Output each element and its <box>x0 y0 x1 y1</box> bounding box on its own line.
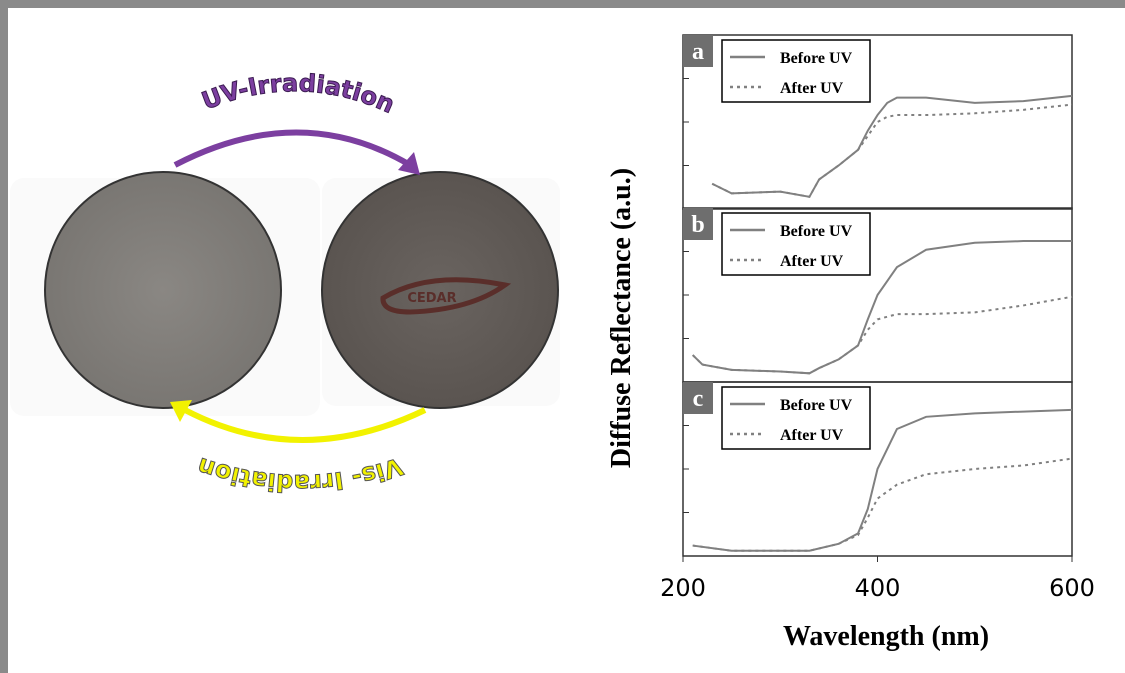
panel-badge <box>683 35 713 67</box>
legend-label: After UV <box>780 80 844 97</box>
uv-label-text: UV-Irradiation <box>198 69 400 120</box>
series-line <box>711 94 1073 198</box>
disc-after <box>321 171 559 409</box>
x-axis-label: Wavelength (nm) <box>783 621 989 652</box>
legend-label: Before UV <box>780 397 853 414</box>
legend-label: Before UV <box>780 223 853 240</box>
panel-letter: c <box>693 386 704 412</box>
legend-label: Before UV <box>780 50 853 67</box>
legend-label: After UV <box>780 427 844 444</box>
uv-arrowhead <box>398 152 420 175</box>
series-line <box>692 295 1073 375</box>
vis-arrowhead <box>170 400 192 422</box>
x-tick-label: 400 <box>855 574 901 602</box>
vis-arrow <box>183 407 427 443</box>
panel-letter: b <box>691 212 704 238</box>
frame-left <box>0 0 8 673</box>
panel-letter: a <box>692 39 704 65</box>
frame-top <box>0 0 1125 8</box>
legend-box <box>721 386 871 450</box>
x-tick-label: 200 <box>660 574 706 602</box>
series-line <box>692 457 1073 552</box>
disc-before <box>44 171 282 409</box>
logo-swoosh <box>380 277 512 315</box>
uv-arrow <box>173 129 412 168</box>
legend-label: After UV <box>780 253 844 270</box>
series-line <box>692 408 1073 552</box>
vis-label-text: Vis- Irradiation <box>193 451 406 497</box>
legend-box <box>721 39 871 103</box>
uv-label: UV-Irradiation <box>198 69 399 119</box>
x-tick-label: 600 <box>1049 574 1095 602</box>
y-axis-label: Diffuse Reflectance (a.u.) <box>606 168 637 468</box>
logo-text: CEDAR <box>407 291 456 306</box>
vis-label: Vis- Irradiation <box>194 452 406 497</box>
panel-badge <box>683 382 713 414</box>
legend-box <box>721 212 871 276</box>
series-line <box>711 103 1073 198</box>
panel-badge <box>683 208 713 240</box>
